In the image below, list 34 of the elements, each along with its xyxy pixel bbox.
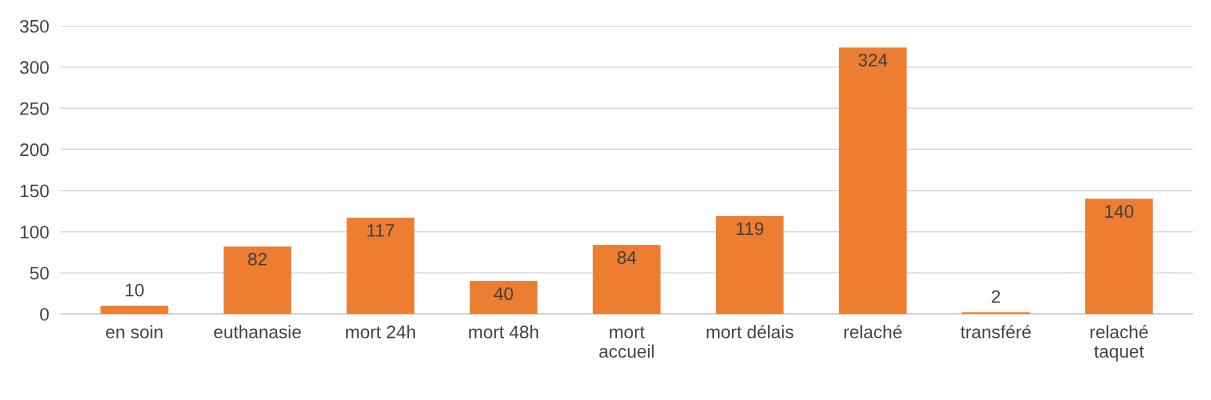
y-tick-label: 0 xyxy=(40,307,49,321)
y-tick-label: 50 xyxy=(30,266,49,280)
data-label: 140 xyxy=(1105,205,1134,218)
x-tick-label: mort accueil xyxy=(599,326,654,358)
y-tick-label: 300 xyxy=(20,61,49,74)
x-tick-label: mort délais xyxy=(706,324,794,339)
x-tick-label: mort 24h xyxy=(346,325,415,339)
data-label: 117 xyxy=(367,224,395,237)
data-label: 10 xyxy=(125,283,144,297)
bar xyxy=(592,244,661,314)
x-tick-label: transféré xyxy=(960,324,1031,339)
y-tick-label: 200 xyxy=(20,143,49,157)
y-tick-label: 150 xyxy=(20,184,49,198)
y-tick-label: 350 xyxy=(20,19,49,33)
y-tick-label: 250 xyxy=(20,102,49,116)
bar xyxy=(100,305,169,314)
data-label: 82 xyxy=(248,252,267,266)
x-tick-label: en soin xyxy=(106,325,163,339)
x-tick-label: relaché xyxy=(844,324,902,339)
data-label: 84 xyxy=(617,251,637,264)
y-tick-label: 100 xyxy=(20,225,49,239)
data-label: 40 xyxy=(493,287,513,301)
data-label: 119 xyxy=(736,222,764,236)
x-tick-label: euthanasie xyxy=(214,325,301,339)
bar xyxy=(839,47,907,314)
data-label: 2 xyxy=(991,290,1001,303)
bar xyxy=(346,217,415,314)
bar xyxy=(223,246,292,314)
data-label: 324 xyxy=(858,53,888,67)
bar xyxy=(469,281,538,314)
x-tick-label: relaché taquet xyxy=(1090,324,1148,362)
bar xyxy=(1085,198,1153,314)
bar xyxy=(715,216,784,314)
x-tick-label: mort 48h xyxy=(469,325,539,339)
